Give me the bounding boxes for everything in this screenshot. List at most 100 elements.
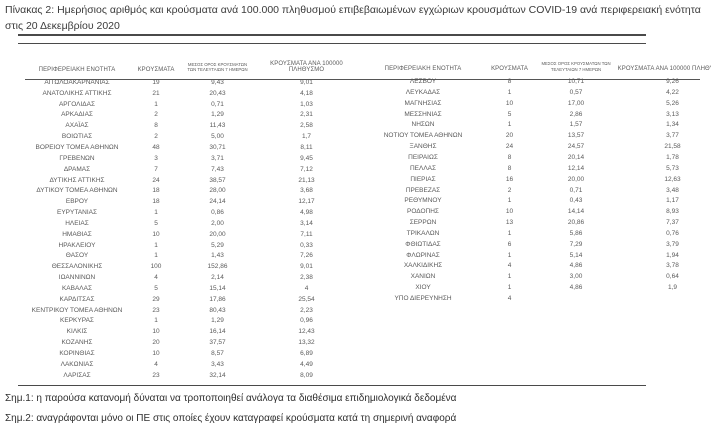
header-divider [25,79,700,80]
cases-count: 1 [507,88,512,96]
cases-count: 29 [152,295,160,303]
table-row: ΚΕΡΚΥΡΑΣ 1 1,29 0,96 [25,316,361,327]
table-header: ΠΕΡΙΦΕΡΕΙΑΚΗ ΕΝΟΤΗΤΑ ΚΡΟΥΣΜΑΤΑ ΜΕΣΟΣ ΟΡΟ… [25,61,361,77]
table-row: ΔΡΑΜΑΣ 7 7,43 7,12 [25,164,361,175]
table-row: ΠΕΛΛΑΣ 8 12,14 5,73 [366,163,711,174]
column-header-region: ΠΕΡΙΦΕΡΕΙΑΚΗ ΕΝΟΤΗΤΑ [38,67,116,73]
table-row: ΕΒΡΟΥ 18 24,14 12,17 [25,196,361,207]
region-name: ΒΟΡΕΙΟΥ ΤΟΜΕΑ ΑΘΗΝΩΝ [35,143,119,151]
cases-per-100k: 3,14 [300,219,313,227]
region-name: ΦΘΙΩΤΙΔΑΣ [405,240,441,248]
cases-count: 7 [154,165,158,173]
region-name: ΠΕΛΛΑΣ [409,164,437,172]
title-divider-bottom [18,43,646,44]
cases-7day-average: 1,43 [211,252,224,260]
cases-7day-average: 0,71 [569,186,583,194]
cases-7day-average: 7,43 [211,165,224,173]
table-row: ΠΡΕΒΕΖΑΣ 2 0,71 3,48 [366,185,711,196]
cases-7day-average: 24,14 [209,198,226,206]
table-row: ΑΡΚΑΔΙΑΣ 2 1,29 2,31 [25,110,361,121]
cases-per-100k: 3,13 [666,110,679,118]
column-header-cases: ΚΡΟΥΣΜΑΤΑ [137,67,175,73]
region-name: ΘΕΣΣΑΛΟΝΙΚΗΣ [51,263,103,271]
region-name: ΛΕΣΒΟΥ [409,78,437,86]
region-name: ΑΧΑΪΑΣ [65,122,89,130]
table-row: ΛΕΥΚΑΔΑΣ 1 0,57 4,22 [366,87,711,98]
region-name: ΚΕΡΚΥΡΑΣ [60,317,94,325]
column-header-region: ΠΕΡΙΦΕΡΕΙΑΚΗ ΕΝΟΤΗΤΑ [384,66,462,73]
cases-per-100k: 21,58 [664,143,681,151]
cases-7day-average: 0,71 [211,100,224,108]
cases-per-100k: 9,01 [300,263,313,271]
region-name: ΧΑΝΙΩΝ [410,273,436,281]
footnote-2: Σημ.2: αναγράφονται μόνο οι ΠΕ στις οποί… [5,413,457,424]
region-name: ΚΕΝΤΡΙΚΟΥ ΤΟΜΕΑ ΑΘΗΝΩΝ [31,306,123,314]
cases-per-100k: 8,11 [300,143,313,151]
cases-count: 10 [505,208,514,216]
cases-per-100k: 3,79 [666,240,679,248]
cases-count: 1 [154,252,158,260]
cases-per-100k: 7,26 [300,252,313,260]
region-name: ΛΑΡΙΣΑΣ [63,371,91,379]
table-body-left: ΑΙΤΩΛΟΑΚΑΡΝΑΝΙΑΣ 19 9,43 9,01 ΑΝΑΤΟΛΙΚΗΣ ΑΤΤ… [25,77,361,381]
region-name: ΔΥΤΙΚΗΣ ΑΤΤΙΚΗΣ [49,176,105,184]
cases-per-100k: 1,17 [666,197,679,205]
cases-7day-average: 3,71 [211,154,224,162]
cases-per-100k: 8,93 [666,208,679,216]
table-row: ΜΑΓΝΗΣΙΑΣ 10 17,00 5,26 [366,98,711,109]
cases-per-100k: 1,7 [301,133,312,141]
region-name: ΑΡΚΑΔΙΑΣ [61,111,93,119]
cases-7day-average: 80,43 [209,306,226,314]
cases-7day-average: 10,71 [567,78,585,86]
cases-per-100k: 4,98 [300,209,313,217]
table-row: ΗΜΑΘΙΑΣ 10 20,00 7,11 [25,229,361,240]
table-row: ΤΡΙΚΑΛΩΝ 1 5,86 0,76 [366,228,711,239]
cases-7day-average: 5,00 [211,133,224,141]
table-row: ΚΟΖΑΝΗΣ 20 37,57 13,32 [25,337,361,348]
table-body-right: ΛΕΣΒΟΥ 8 10,71 9,26 ΛΕΥΚΑΔΑΣ 1 0,57 4,22 ΜΑΓΝΗΣΙ… [366,76,711,304]
cases-per-100k: 9,26 [666,78,679,86]
region-name: ΚΟΖΑΝΗΣ [61,339,93,347]
region-name: ΠΕΙΡΑΙΩΣ [408,153,438,161]
cases-per-100k: 4 [304,284,309,292]
table-row: ΛΑΡΙΣΑΣ 23 32,14 8,09 [25,370,361,381]
cases-7day-average: 3,00 [569,273,583,281]
table-row: ΦΘΙΩΤΙΔΑΣ 6 7,29 3,79 [366,239,711,250]
cases-count: 4 [507,294,512,302]
region-name: ΧΑΛΚΙΔΙΚΗΣ [403,262,443,270]
cases-7day-average: 32,14 [209,371,226,379]
region-name: ΚΑΡΔΙΤΣΑΣ [59,295,95,303]
cases-per-100k: 1,03 [300,100,313,108]
table-row: ΛΑΚΩΝΙΑΣ 4 3,43 4,49 [25,359,361,370]
region-name: ΠΙΕΡΙΑΣ [410,175,436,183]
table-row: ΑΝΑΤΟΛΙΚΗΣ ΑΤΤΙΚΗΣ 21 20,43 4,18 [25,88,361,99]
cases-count: 13 [505,219,514,227]
cases-7day-average: 0,86 [211,209,224,217]
cases-count: 10 [152,230,160,238]
cases-count: 1 [507,273,512,281]
region-name: ΥΠΟ ΔΙΕΡΕΥΝΗΣΗ [394,294,452,302]
cases-count: 10 [152,350,160,358]
region-name: ΣΕΡΡΩΝ [409,219,437,227]
cases-per-100k: 2,23 [300,306,313,314]
cases-count: 10 [152,328,160,336]
cases-7day-average: 2,86 [569,110,583,118]
cases-7day-average: 13,57 [567,132,585,140]
cases-per-100k: 9,01 [300,78,313,86]
table-header: ΠΕΡΙΦΕΡΕΙΑΚΗ ΕΝΟΤΗΤΑ ΚΡΟΥΣΜΑΤΑ ΜΕΣΟΣ ΟΡΟ… [366,61,711,76]
region-name: ΓΡΕΒΕΝΩΝ [59,154,95,162]
cases-count: 24 [152,176,160,184]
region-name: ΗΡΑΚΛΕΙΟΥ [58,241,96,249]
region-name: ΝΗΣΩΝ [411,121,435,129]
cases-per-100k: 13,32 [298,339,315,347]
cases-7day-average: 20,43 [209,89,226,97]
region-name: ΘΑΣΟΥ [65,252,89,260]
cases-per-100k [613,293,711,304]
cases-count: 1 [507,284,512,292]
cases-7day-average: 15,14 [209,284,226,292]
cases-per-100k: 3,78 [666,262,679,270]
cases-per-100k: 7,12 [300,165,313,173]
table-row: ΞΑΝΘΗΣ 24 24,57 21,58 [366,141,711,152]
cases-7day-average: 5,29 [211,241,224,249]
